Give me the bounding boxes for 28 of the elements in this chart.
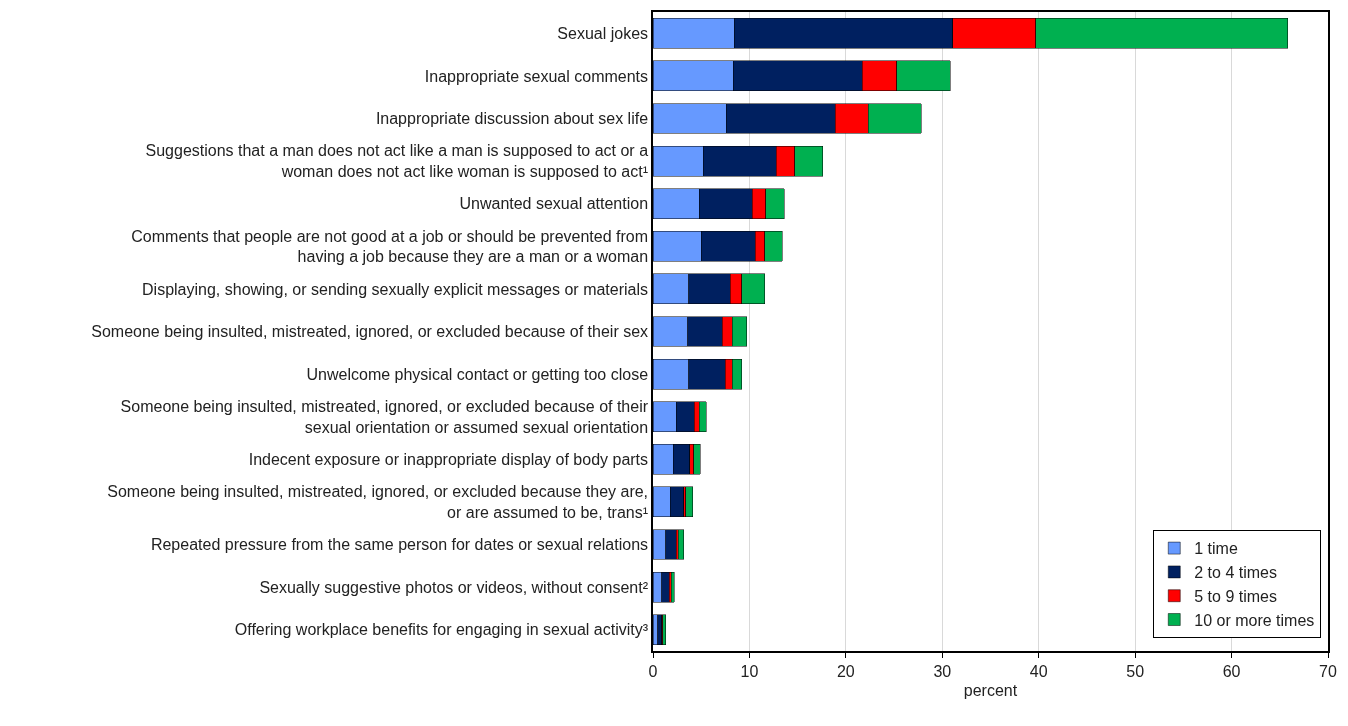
legend-label: 2 to 4 times	[1194, 564, 1277, 582]
y-tick-label: Inappropriate discussion about sex life	[375, 110, 649, 128]
y-tick-label: Sexual jokes	[557, 24, 649, 42]
x-tick-label: 50	[1126, 662, 1145, 680]
legend-label: 10 or more times	[1194, 611, 1315, 629]
x-tick-label: 70	[1319, 662, 1337, 680]
y-tick-label: Unwanted sexual attention	[459, 195, 649, 213]
y-tick-label: Someone being insulted, mistreated, ignored, or excluded because they are, or are assumed to be, trans¹	[107, 483, 649, 521]
y-tick-label: Displaying, showing, or sending sexually explicit messages or materials	[142, 280, 649, 298]
x-tick-label: 0	[648, 662, 658, 680]
y-tick-label: Suggestions that a man does not act like a man is supposed to act or a woman does not act like woman is supposed to act¹	[145, 142, 649, 181]
y-tick-label: Sexually suggestive photos or videos, without consent²	[259, 578, 649, 596]
x-tick-label: 20	[836, 662, 855, 680]
x-tick-label: 30	[933, 662, 952, 680]
x-tick-label: 40	[1029, 662, 1048, 680]
y-tick-label: Unwelcome physical contact or getting too close	[306, 365, 649, 383]
y-tick-label: Comments that people are not good at a job or should be prevented from having a job because they are a man or a woman	[131, 227, 649, 266]
x-tick-label: 60	[1222, 662, 1241, 680]
y-tick-label: Inappropriate sexual comments	[424, 67, 649, 85]
x-axis-title: percent	[963, 682, 1018, 700]
y-tick-label: Indecent exposure or inappropriate display of body parts	[248, 450, 649, 468]
y-tick-label: Someone being insulted, mistreated, ignored, or excluded because of their sexual orientation or assumed sexual orientation	[120, 397, 649, 436]
y-tick-label: Repeated pressure from the same person for dates or sexual relations	[150, 536, 649, 554]
legend-label: 5 to 9 times	[1194, 587, 1277, 605]
legend-label: 1 time	[1194, 540, 1238, 558]
y-tick-label: Someone being insulted, mistreated, ignored, or excluded because of their sex	[91, 323, 649, 341]
x-tick-label: 10	[740, 662, 759, 680]
y-tick-label: Offering workplace benefits for engaging in sexual activity³	[234, 621, 649, 639]
